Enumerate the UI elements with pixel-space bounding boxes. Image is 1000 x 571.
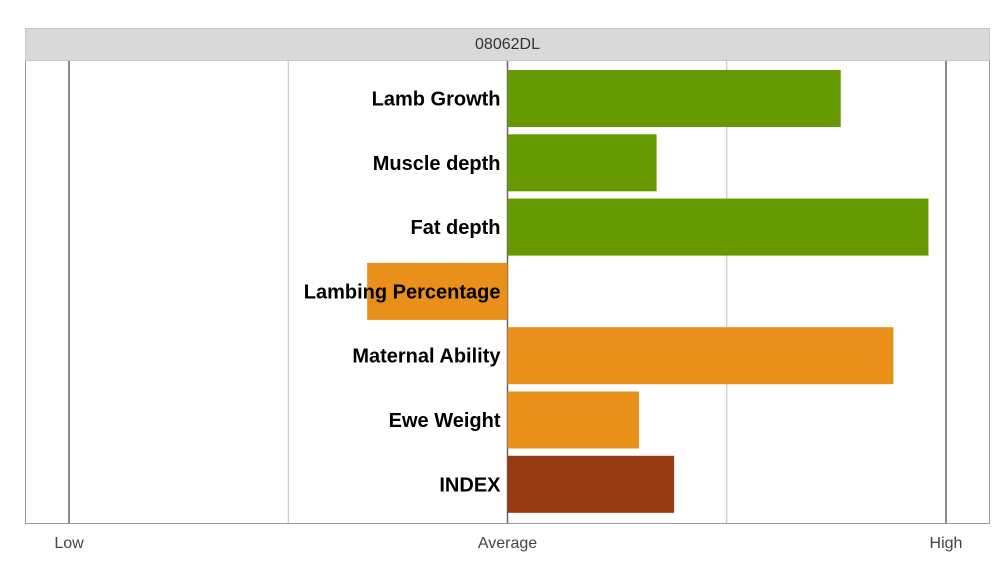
bar-fat-depth xyxy=(507,198,929,256)
category-label-ewe-weight: Ewe Weight xyxy=(389,410,501,432)
category-label-lambing-percentage: Lambing Percentage xyxy=(304,281,501,303)
bar-muscle-depth xyxy=(507,134,657,192)
x-tick-label-average: Average xyxy=(478,535,537,552)
bar-lambing-percentage xyxy=(367,262,508,320)
x-tick-label-low: Low xyxy=(54,535,84,552)
category-label-muscle-depth: Muscle depth xyxy=(373,153,501,175)
category-label-lamb-growth: Lamb Growth xyxy=(372,89,501,111)
chart-title: 08062DL xyxy=(25,28,990,61)
bar-lamb-growth xyxy=(507,70,841,127)
plot-frame xyxy=(25,61,990,524)
x-tick-label-high: High xyxy=(930,535,963,552)
category-label-fat-depth: Fat depth xyxy=(411,217,501,239)
category-label-index: INDEX xyxy=(439,474,501,496)
bar-maternal-ability xyxy=(507,327,894,385)
bar-index xyxy=(507,455,675,513)
bar-ewe-weight xyxy=(507,391,640,449)
category-label-maternal-ability: Maternal Ability xyxy=(352,346,501,368)
